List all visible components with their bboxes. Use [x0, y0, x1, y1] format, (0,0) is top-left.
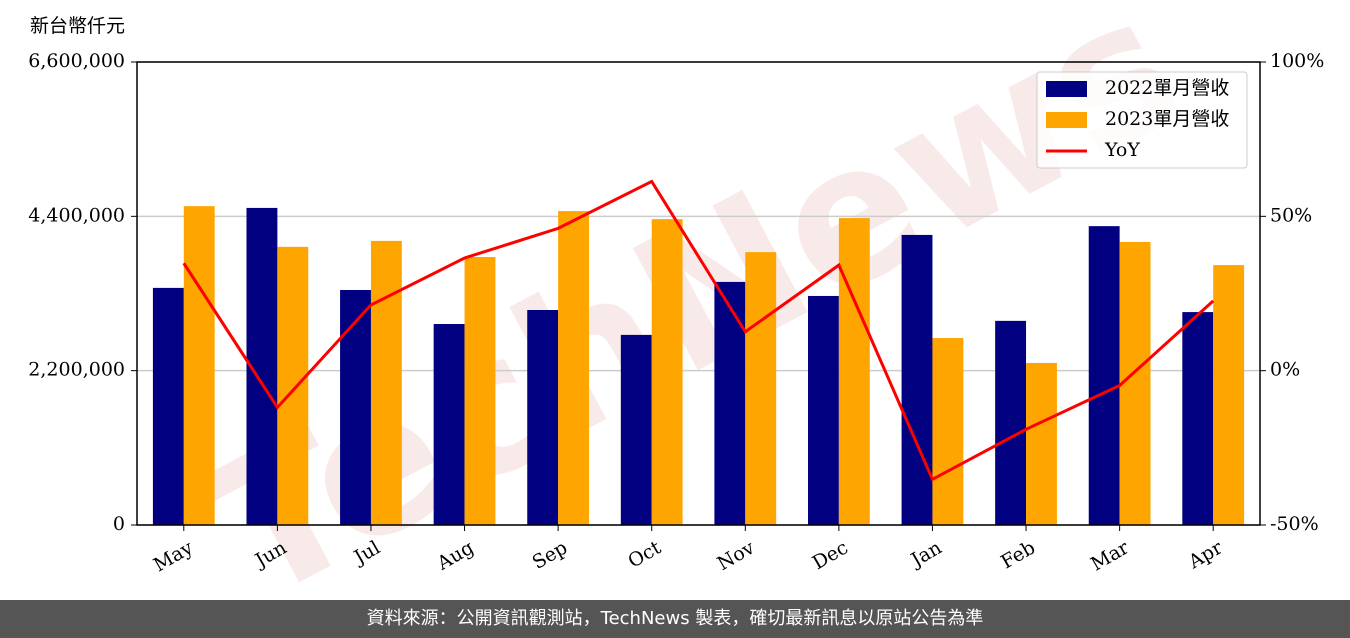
bar — [838, 218, 870, 525]
y2-tick-label: 0% — [1270, 359, 1300, 381]
bar — [807, 295, 839, 525]
legend-swatch — [1046, 112, 1087, 128]
x-tick-label: Dec — [809, 537, 852, 575]
bar — [901, 234, 933, 526]
bar — [745, 252, 777, 526]
y2-tick-label: 100% — [1270, 50, 1324, 72]
legend-label: 2022單月營收 — [1105, 77, 1229, 99]
footer: 資料來源：公開資訊觀測站，TechNews 製表，確切最新訊息以原站公告為準 — [0, 600, 1350, 638]
bar — [714, 281, 746, 525]
plot-frame — [136, 61, 1261, 526]
x-tick-label: May — [150, 536, 197, 576]
legend-label: YoY — [1104, 139, 1140, 161]
bar — [932, 338, 964, 525]
x-tick-label: Apr — [1184, 536, 1227, 573]
x-tick-label: Nov — [714, 536, 759, 575]
y-axis-label: 新台幣仟元 — [30, 15, 125, 37]
bar — [464, 257, 496, 525]
bar — [1026, 362, 1057, 525]
x-tick-label: Jan — [906, 537, 946, 573]
y-tick-label: 2,200,000 — [28, 359, 125, 381]
bar — [433, 324, 465, 525]
line — [182, 179, 1215, 482]
legend-swatch — [1046, 81, 1087, 97]
x-tick-label: Oct — [624, 536, 665, 572]
bar — [527, 309, 559, 525]
y-tick-label: 6,600,000 — [28, 50, 125, 72]
y2-tick-label: 50% — [1270, 204, 1312, 226]
y-tick-label: 0 — [113, 513, 125, 535]
legend-label: 2023單月營收 — [1105, 108, 1229, 130]
bar — [995, 320, 1027, 525]
bar — [1182, 312, 1214, 525]
x-tick-label: Feb — [997, 537, 1039, 574]
x-tick-label: Sep — [529, 537, 572, 574]
bar — [340, 289, 371, 525]
bar — [277, 246, 309, 525]
bar — [152, 287, 184, 525]
legend-box — [1036, 71, 1248, 169]
chart: 新台幣仟元 TechNews 02,200,0004,400,0006,600,… — [28, 0, 1324, 638]
bar — [1088, 226, 1120, 525]
bar — [1213, 265, 1245, 525]
bar — [183, 206, 215, 525]
x-tick-label: Mar — [1087, 536, 1133, 575]
bar — [651, 219, 683, 525]
bar — [1119, 241, 1151, 525]
y2-tick-label: -50% — [1270, 513, 1319, 535]
bar — [558, 211, 590, 526]
y-tick-label: 4,400,000 — [28, 204, 125, 226]
bar — [370, 240, 402, 526]
bar — [620, 334, 652, 525]
